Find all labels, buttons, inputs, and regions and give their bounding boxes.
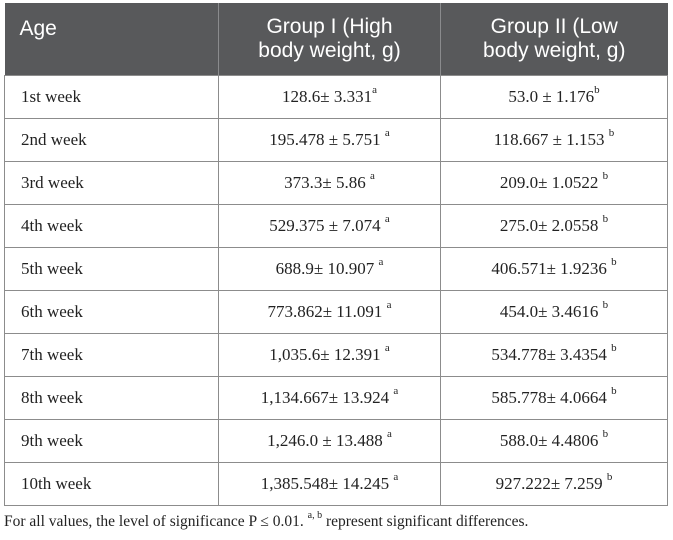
age-cell: 6th week: [4, 290, 219, 334]
group-1-value: 1,385.548± 14.245: [260, 474, 394, 493]
table-body: 1st week 128.6± 3.331a 53.0 ± 1.176b 2nd…: [4, 75, 668, 506]
group-2-value: 209.0± 1.0522: [499, 173, 603, 192]
significance-mark: b: [602, 428, 609, 441]
group-1-cell: 688.9± 10.907 a: [218, 247, 441, 291]
significance-mark: a: [393, 471, 399, 484]
group-2-value: 534.778± 3.4354: [491, 345, 612, 364]
group-1-value: 373.3± 5.86: [284, 173, 370, 192]
significance-mark: b: [611, 256, 617, 269]
significance-mark: a: [384, 342, 390, 355]
group-1-cell: 529.375 ± 7.074 a: [218, 204, 441, 248]
group-2-value: 585.778± 4.0664: [491, 388, 612, 407]
group-1-value: 688.9± 10.907: [275, 259, 379, 278]
group-1-cell: 195.478 ± 5.751 a: [218, 118, 441, 162]
group-2-cell: 53.0 ± 1.176b: [440, 75, 668, 119]
significance-mark: a: [386, 428, 392, 441]
header-group-1-line1: Group I (High: [266, 15, 393, 38]
header-group-2: Group II (Low body weight, g): [440, 3, 668, 76]
significance-mark: a: [393, 385, 399, 398]
group-2-value: 118.667 ± 1.153: [493, 130, 609, 149]
footnote-text-after: represent significant differences.: [322, 513, 529, 530]
group-2-value: 406.571± 1.9236: [491, 259, 612, 278]
table-row: 9th week 1,246.0 ± 13.488 a 588.0± 4.480…: [4, 419, 668, 463]
header-group-2-line1: Group II (Low: [490, 15, 618, 38]
header-group-1-line2: body weight, g): [258, 39, 401, 62]
table-row: 4th week 529.375 ± 7.074 a 275.0± 2.0558…: [4, 204, 668, 248]
group-1-cell: 128.6± 3.331a: [218, 75, 441, 119]
group-1-cell: 1,035.6± 12.391 a: [218, 333, 441, 377]
table-row: 2nd week 195.478 ± 5.751 a 118.667 ± 1.1…: [4, 118, 668, 162]
data-table-container: Age Group I (High body weight, g) Group …: [4, 3, 668, 506]
group-1-value: 773.862± 11.091: [267, 302, 387, 321]
footnote-text-before: For all values, the level of significanc…: [4, 513, 308, 530]
age-cell: 5th week: [4, 247, 219, 291]
age-cell: 1st week: [4, 75, 219, 119]
age-cell: 9th week: [4, 419, 219, 463]
significance-mark: b: [602, 170, 609, 183]
group-1-value: 1,134.667± 13.924: [260, 388, 394, 407]
group-2-value: 275.0± 2.0558: [499, 216, 603, 235]
group-2-value: 53.0 ± 1.176: [508, 87, 595, 106]
significance-mark: b: [611, 342, 617, 355]
table-header: Age Group I (High body weight, g) Group …: [4, 3, 668, 76]
significance-mark: b: [608, 127, 615, 140]
group-2-cell: 454.0± 3.4616 b: [440, 290, 668, 334]
table-row: 10th week 1,385.548± 14.245 a 927.222± 7…: [4, 462, 668, 506]
table-row: 3rd week 373.3± 5.86 a 209.0± 1.0522 b: [4, 161, 668, 205]
table-footnote: For all values, the level of significanc…: [4, 509, 529, 531]
group-2-cell: 927.222± 7.259 b: [440, 462, 668, 506]
group-1-cell: 1,134.667± 13.924 a: [218, 376, 441, 420]
table-row: 8th week 1,134.667± 13.924 a 585.778± 4.…: [4, 376, 668, 420]
group-2-cell: 275.0± 2.0558 b: [440, 204, 668, 248]
group-1-value: 195.478 ± 5.751: [269, 130, 385, 149]
header-group-2-line2: body weight, g): [483, 39, 626, 62]
group-1-value: 529.375 ± 7.074: [269, 216, 385, 235]
significance-mark: a: [384, 127, 390, 140]
age-cell: 10th week: [4, 462, 219, 506]
group-1-cell: 373.3± 5.86 a: [218, 161, 441, 205]
body-weight-table: Age Group I (High body weight, g) Group …: [4, 3, 668, 506]
group-1-cell: 773.862± 11.091 a: [218, 290, 441, 334]
age-cell: 2nd week: [4, 118, 219, 162]
footnote-superscript: a, b: [307, 509, 323, 521]
group-2-value: 454.0± 3.4616: [499, 302, 603, 321]
age-cell: 8th week: [4, 376, 219, 420]
group-1-cell: 1,246.0 ± 13.488 a: [218, 419, 441, 463]
significance-mark: b: [611, 385, 617, 398]
significance-mark: b: [602, 213, 609, 226]
significance-mark: a: [369, 170, 375, 183]
table-row: 5th week 688.9± 10.907 a 406.571± 1.9236…: [4, 247, 668, 291]
group-1-value: 1,246.0 ± 13.488: [267, 431, 387, 450]
header-row: Age Group I (High body weight, g) Group …: [4, 3, 668, 76]
significance-mark: a: [378, 256, 384, 269]
significance-mark: b: [602, 299, 609, 312]
group-2-cell: 209.0± 1.0522 b: [440, 161, 668, 205]
significance-mark: a: [384, 213, 390, 226]
age-cell: 7th week: [4, 333, 219, 377]
group-2-cell: 588.0± 4.4806 b: [440, 419, 668, 463]
table-row: 1st week 128.6± 3.331a 53.0 ± 1.176b: [4, 75, 668, 119]
header-group-1: Group I (High body weight, g): [218, 3, 441, 76]
significance-mark: a: [386, 299, 392, 312]
group-1-value: 1,035.6± 12.391: [269, 345, 385, 364]
significance-mark: b: [606, 471, 613, 484]
table-row: 7th week 1,035.6± 12.391 a 534.778± 3.43…: [4, 333, 668, 377]
group-2-cell: 118.667 ± 1.153 b: [440, 118, 668, 162]
group-1-cell: 1,385.548± 14.245 a: [218, 462, 441, 506]
significance-mark: a: [372, 84, 377, 97]
group-2-cell: 534.778± 3.4354 b: [440, 333, 668, 377]
significance-mark: b: [594, 84, 600, 97]
group-2-cell: 585.778± 4.0664 b: [440, 376, 668, 420]
age-cell: 4th week: [4, 204, 219, 248]
group-2-cell: 406.571± 1.9236 b: [440, 247, 668, 291]
header-age: Age: [4, 3, 219, 76]
group-2-value: 927.222± 7.259: [495, 474, 607, 493]
group-2-value: 588.0± 4.4806: [499, 431, 603, 450]
age-cell: 3rd week: [4, 161, 219, 205]
table-row: 6th week 773.862± 11.091 a 454.0± 3.4616…: [4, 290, 668, 334]
group-1-value: 128.6± 3.331: [282, 87, 373, 106]
